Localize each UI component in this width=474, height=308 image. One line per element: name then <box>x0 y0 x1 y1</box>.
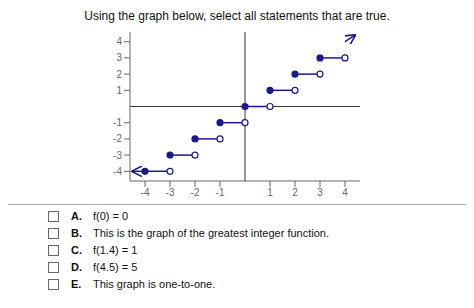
html-text:This is the graph of the great: This is the graph of the greatest intege… <box>93 227 329 239</box>
html-text:Using the graph below, select: Using the graph below, select all statem… <box>84 9 390 23</box>
html-text:E.: E. <box>71 278 82 290</box>
svg-text:4: 4 <box>116 36 122 47</box>
svg-text:-4: -4 <box>141 187 150 198</box>
svg-text:3: 3 <box>317 187 323 198</box>
html-text:f(1.4) = 1: f(1.4) = 1 <box>93 244 138 256</box>
html-text:f(0) = 0: f(0) = 0 <box>93 210 129 222</box>
svg-text:-3: -3 <box>166 187 175 198</box>
html-text:D.: D. <box>71 261 82 273</box>
svg-text:-1: -1 <box>216 187 225 198</box>
svg-text:-2: -2 <box>113 133 122 144</box>
svg-text:-2: -2 <box>191 187 200 198</box>
svg-text:1: 1 <box>116 85 122 96</box>
html-text:f(4.5) = 5: f(4.5) = 5 <box>93 261 138 273</box>
svg-text:4: 4 <box>342 187 348 198</box>
svg-text:3: 3 <box>116 52 122 63</box>
svg-text:2: 2 <box>292 187 298 198</box>
html-text:This graph is one-to-one.: This graph is one-to-one. <box>93 278 216 290</box>
html-text:C.: C. <box>71 244 82 256</box>
svg-text:-1: -1 <box>113 117 122 128</box>
html-text:A.: A. <box>71 210 82 222</box>
svg-text:-4: -4 <box>113 166 122 177</box>
html-text:B.: B. <box>71 227 82 239</box>
svg-text:2: 2 <box>116 69 122 80</box>
svg-text:-3: -3 <box>113 150 122 161</box>
svg-text:1: 1 <box>267 187 273 198</box>
